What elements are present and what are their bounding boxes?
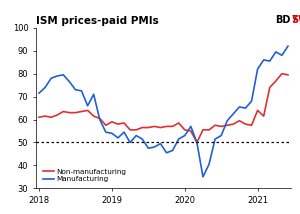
Text: 7: 7 [291, 15, 297, 24]
Text: BD: BD [276, 15, 291, 25]
Text: ISM prices-paid PMIs: ISM prices-paid PMIs [36, 16, 159, 26]
Legend: Non-manufacturing, Manufacturing: Non-manufacturing, Manufacturing [42, 168, 127, 183]
Text: SWISS: SWISS [291, 15, 300, 25]
